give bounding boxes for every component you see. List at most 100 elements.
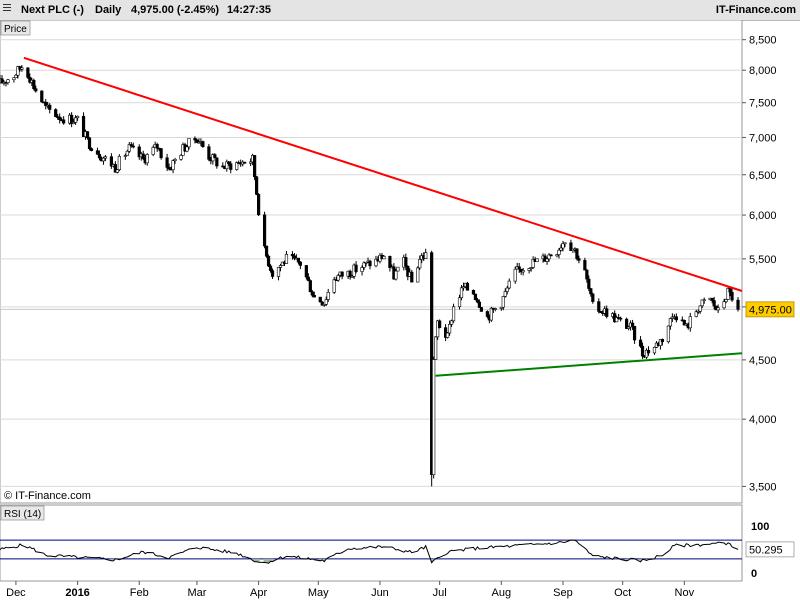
candle-up (561, 243, 565, 249)
candle-down (577, 258, 581, 261)
candle-down (585, 269, 589, 280)
x-tick-label: Oct (614, 587, 631, 599)
candle-down (477, 301, 482, 308)
candle-up (724, 299, 728, 303)
candle-down (262, 214, 267, 247)
rsi-tick-label: 100 (751, 521, 769, 533)
candle-up (322, 303, 326, 306)
rsi-label-box (0, 505, 45, 521)
candle-up (424, 252, 428, 259)
candle-up (350, 275, 354, 278)
candle-down (253, 155, 257, 178)
candle-down (32, 79, 36, 90)
price-tick-label: 4,000 (749, 414, 777, 426)
copyright-label: © IT-Finance.com (4, 490, 91, 502)
candle-down (95, 150, 100, 155)
candle-up (14, 74, 18, 79)
candle-up (235, 162, 239, 170)
candle-up (547, 254, 551, 260)
candle-up (326, 292, 330, 300)
x-tick-label: Apr (250, 587, 267, 599)
candle-down (632, 325, 637, 341)
candle-down (475, 299, 480, 303)
candle-down (137, 146, 141, 158)
rsi-value-marker (745, 541, 795, 558)
candle-down (290, 254, 295, 257)
price-tick-label: 8,500 (749, 35, 777, 47)
x-tick-label: Nov (675, 587, 695, 599)
x-tick-label: Aug (492, 587, 512, 599)
candle-down (638, 339, 643, 347)
candle-down (44, 101, 48, 107)
candle-up (457, 297, 462, 308)
candle-up (360, 267, 364, 272)
candle-down (298, 261, 302, 266)
candle-up (627, 326, 631, 329)
candle-up (521, 270, 525, 273)
candle-down (406, 265, 410, 277)
candle-down (113, 164, 117, 173)
candle-up (696, 311, 700, 313)
candle-up (173, 158, 177, 161)
candle-up (336, 275, 340, 281)
candle-down (388, 256, 392, 268)
candle-up (535, 258, 539, 262)
candle-down (270, 270, 275, 277)
candle-down (213, 154, 217, 159)
candle-down (201, 141, 205, 147)
candle-down (229, 163, 233, 170)
price-panel-label: Price (4, 24, 27, 35)
candle-up (127, 144, 131, 152)
candle-down (308, 280, 312, 293)
period-label: Daily (95, 4, 122, 16)
candle-up (499, 306, 503, 309)
candle-up (461, 286, 466, 289)
candle-up (493, 308, 497, 310)
candle-down (266, 255, 271, 267)
candle-down (549, 254, 553, 257)
x-tick-label: Mar (187, 587, 206, 599)
candle-down (682, 319, 686, 326)
rsi-panel-label: RSI (14) (4, 509, 41, 520)
candle-down (195, 139, 199, 143)
candle-down (517, 266, 521, 270)
candle-down (310, 291, 314, 296)
candle-down (255, 176, 259, 195)
candle-down (354, 264, 358, 272)
candle-down (159, 148, 163, 159)
candle-down (340, 271, 344, 277)
x-tick-label: Sep (553, 587, 573, 599)
resistance-trendline[interactable] (23, 56, 743, 292)
candle-down (34, 88, 38, 92)
candle-up (545, 258, 549, 262)
candle-down (243, 161, 247, 164)
candle-up (187, 138, 191, 148)
candle-up (382, 256, 386, 260)
candle-up (332, 279, 336, 293)
candle-up (563, 242, 567, 245)
candle-down (48, 104, 52, 110)
candle-down (141, 153, 145, 159)
candle-up (123, 155, 127, 157)
candle-down (193, 138, 197, 141)
candle-down (28, 77, 32, 83)
menu-icon[interactable] (3, 4, 11, 13)
candle-down (569, 242, 573, 251)
candle-down (471, 289, 476, 295)
brand-label: IT-Finance.com (715, 4, 796, 16)
support-trendline[interactable] (435, 352, 743, 377)
candle-up (615, 317, 619, 323)
candle-down (26, 67, 30, 78)
candle-down (479, 307, 484, 312)
candle-up (16, 66, 20, 76)
candle-up (284, 254, 289, 264)
candle-down (485, 311, 489, 317)
candle-up (700, 299, 704, 307)
chart-canvas[interactable]: 3,5004,0004,5005,0005,5006,0006,5007,000… (0, 20, 800, 600)
candle-down (597, 301, 601, 312)
x-tick-label: Jul (433, 587, 447, 599)
candle-up (117, 156, 121, 171)
candle-down (54, 109, 58, 117)
candle-down (81, 115, 86, 137)
